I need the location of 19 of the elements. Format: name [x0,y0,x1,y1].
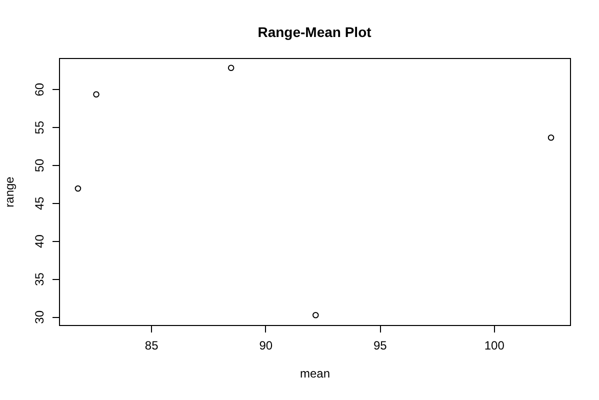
y-tick-label: 60 [32,82,46,96]
y-tick-label: 40 [32,234,46,248]
point [93,91,100,98]
point [312,312,319,318]
chart-title: Range-Mean Plot [258,24,372,40]
x-tick-label: 85 [144,338,159,352]
point [228,64,234,71]
y-tick-label: 45 [32,196,46,210]
x-axis-title: mean [300,366,330,380]
y-tick-label: 55 [32,120,46,134]
point [74,185,82,192]
x-tick-label: 90 [259,338,273,352]
y-axis-title: range [2,176,16,208]
point [548,134,554,141]
y-tick-label: 30 [32,310,46,324]
y-tick-label: 50 [32,158,46,172]
x-tick-label: 95 [373,338,388,352]
y-tick-label: 35 [32,272,46,286]
x-tick-label: 100 [484,338,505,352]
